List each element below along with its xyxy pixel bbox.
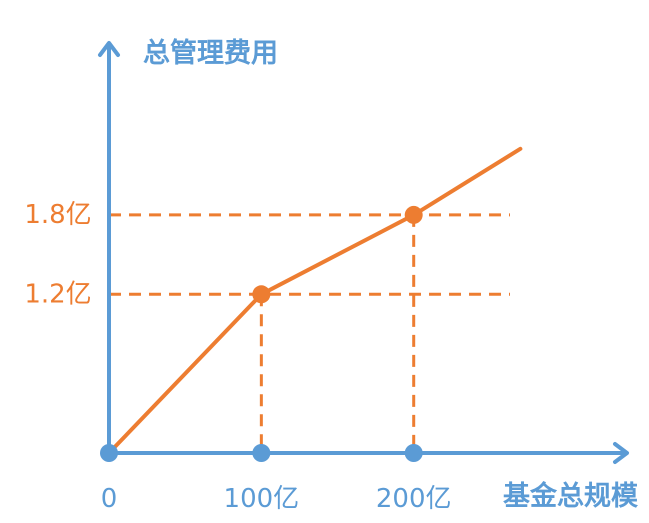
y-tick-label-1: 1.8亿 (24, 200, 91, 230)
data-markers (100, 205, 423, 462)
guide-lines (109, 213, 510, 453)
x-tick-marker-1 (252, 444, 271, 462)
y-tick-label-0: 1.2亿 (24, 279, 91, 309)
x-axis-arrow-icon (613, 442, 629, 464)
x-axis-title: 基金总规模 (503, 480, 638, 512)
x-tick-marker-0 (100, 444, 118, 462)
fee-series-line (107, 146, 523, 455)
x-tick-label-1: 100亿 (224, 484, 300, 514)
axes (98, 41, 629, 464)
tick-labels: 0 100亿 200亿 1.2亿 1.8亿 (24, 200, 451, 514)
x-tick-label-2: 200亿 (376, 484, 452, 514)
x-tick-marker-2 (404, 444, 423, 462)
x-tick-label-0: 0 (101, 484, 118, 514)
y-axis-title: 总管理费用 (143, 38, 278, 69)
data-point-1 (404, 205, 423, 224)
data-point-0 (252, 285, 271, 304)
y-axis-arrow-icon (98, 41, 120, 57)
